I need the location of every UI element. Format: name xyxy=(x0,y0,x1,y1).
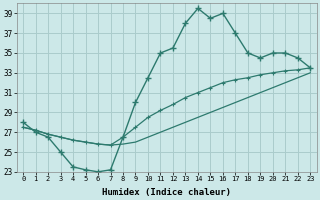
X-axis label: Humidex (Indice chaleur): Humidex (Indice chaleur) xyxy=(102,188,231,197)
